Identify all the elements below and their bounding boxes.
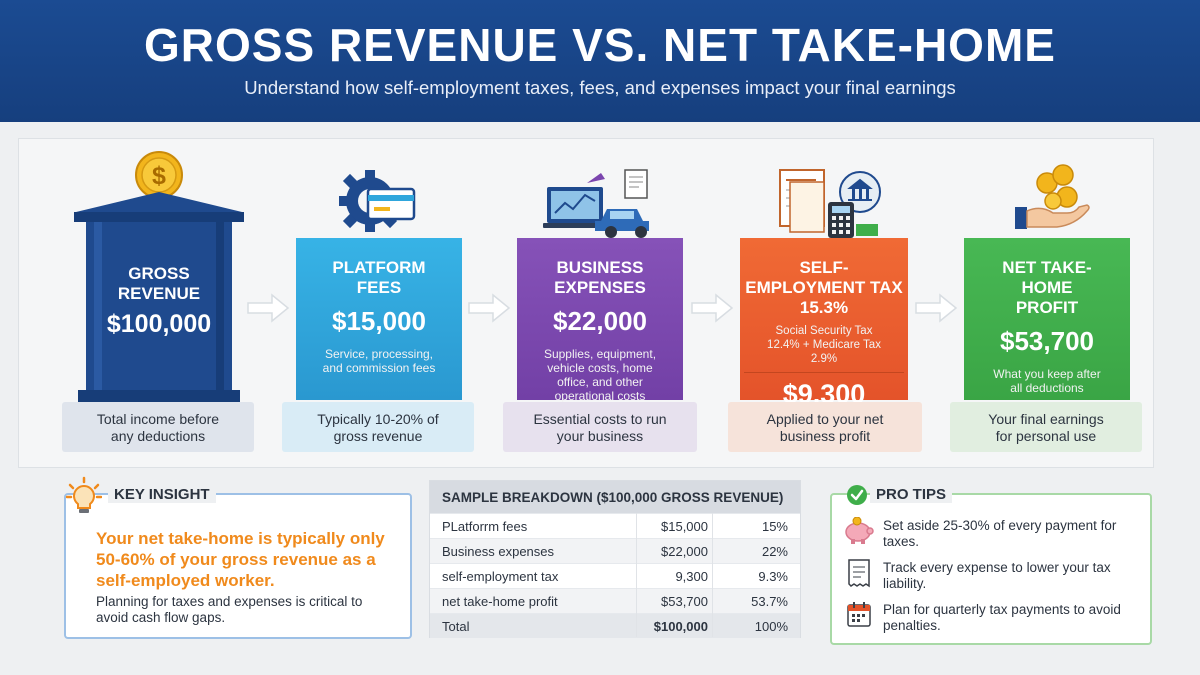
breakdown-title: SAMPLE BREAKDOWN ($100,000 GROSS REVENUE… [430, 481, 800, 513]
tip-text-1: Set aside 25-30% of every payment for ta… [883, 518, 1117, 549]
page-title: GROSS REVENUE VS. NET TAKE-HOME [144, 19, 1056, 71]
sample-breakdown-table: SAMPLE BREAKDOWN ($100,000 GROSS REVENUE… [429, 480, 801, 638]
table-row: self-employment tax 9,300 9.3% [430, 563, 800, 588]
tax-documents-icon [779, 169, 881, 238]
key-insight-body: Planning for taxes and expenses is criti… [96, 594, 363, 625]
check-circle-icon [847, 485, 867, 505]
flow-arrow-1 [247, 293, 290, 323]
business-expenses-detail: Supplies, equipment, vehicle costs, home… [543, 347, 657, 403]
row-percent: 22% [761, 544, 788, 559]
net-take-home-note: Your final earnings for personal use [950, 402, 1142, 452]
row-label: self-employment tax [442, 569, 559, 584]
hand-coins-icon [1015, 164, 1090, 229]
business-expenses-card: BUSINESS EXPENSES $22,000 Supplies, equi… [517, 238, 683, 403]
row-label: PLatforrm fees [442, 519, 528, 534]
row-amount: $15,000 [661, 519, 708, 534]
table-row: net take-home profit $53,700 53.7% [430, 588, 800, 613]
row-label: Business expenses [442, 544, 555, 559]
table-row: PLatforrm fees $15,000 15% [430, 513, 800, 538]
row-label: net take-home profit [442, 594, 558, 609]
calendar-icon [847, 602, 871, 627]
row-amount: $22,000 [661, 544, 708, 559]
svg-text:$: $ [152, 162, 166, 190]
platform-fees-card: PLATFORM FEES $15,000 Service, processin… [296, 238, 462, 400]
column-divider [712, 513, 713, 637]
business-expenses-title: BUSINESS EXPENSES [554, 258, 646, 297]
lightbulb-icon [66, 476, 102, 513]
self-employment-tax-title: SELF-EMPLOYMENT TAX [745, 258, 903, 297]
business-expenses-note: Essential costs to run your business [503, 402, 697, 452]
pro-tips-box [830, 493, 1152, 645]
table-row: Business expenses $22,000 22% [430, 538, 800, 563]
net-take-home-value: $53,700 [1000, 326, 1094, 356]
row-percent: 100% [754, 619, 788, 634]
gross-revenue-title: GROSS REVENUE [117, 264, 201, 303]
self-employment-tax-card: SELF-EMPLOYMENT TAX 15.3% Social Securit… [740, 238, 908, 409]
flow-arrow-4 [915, 293, 958, 323]
laptop-car-icon [543, 169, 649, 238]
gear-card-icon [339, 170, 416, 232]
gross-revenue-note: Total income before any deductions [62, 402, 254, 452]
platform-fees-value: $15,000 [332, 306, 426, 336]
business-expenses-value: $22,000 [553, 306, 647, 336]
tip-text-3: Plan for quarterly tax payments to avoid… [883, 602, 1121, 633]
net-take-home-card: NET TAKE-HOME PROFIT $53,700 What you ke… [964, 238, 1130, 400]
platform-fees-detail: Service, processing, and commission fees [322, 347, 436, 375]
self-employment-tax-divider [744, 372, 904, 373]
row-amount: 9,300 [675, 569, 708, 584]
pro-tips-label: PRO TIPS [870, 486, 953, 503]
row-percent: 9.3% [758, 569, 788, 584]
key-insight-label: KEY INSIGHT [108, 486, 216, 503]
column-divider [636, 513, 637, 637]
tip-text-2: Track every expense to lower your tax li… [883, 560, 1111, 591]
net-take-home-title: NET TAKE-HOME PROFIT [1002, 258, 1092, 317]
row-label: Total [442, 619, 470, 634]
self-employment-tax-rate: 15.3% [799, 298, 849, 317]
row-percent: 15% [761, 519, 788, 534]
net-take-home-detail: What you keep after all deductions [993, 367, 1101, 395]
table-row-total: Total $100,000 100% [430, 613, 800, 638]
platform-fees-title: PLATFORM FEES [332, 258, 426, 297]
page-subtitle: Understand how self-employment taxes, fe… [244, 77, 956, 98]
gross-revenue-pillar [74, 192, 244, 402]
self-employment-tax-detail: Social Security Tax 12.4% + Medicare Tax… [767, 325, 881, 365]
flow-arrow-2 [468, 293, 511, 323]
flow-arrow-3 [691, 293, 734, 323]
header-banner: GROSS REVENUE VS. NET TAKE-HOME Understa… [0, 0, 1200, 122]
row-amount: $100,000 [653, 619, 708, 634]
gross-revenue-card: GROSS REVENUE $100,000 [96, 238, 222, 400]
key-insight-box [64, 493, 412, 639]
receipt-icon [848, 559, 870, 588]
piggy-bank-icon [845, 517, 874, 544]
row-amount: $53,700 [661, 594, 708, 609]
self-employment-tax-note: Applied to your net business profit [728, 402, 922, 452]
row-percent: 53.7% [751, 594, 788, 609]
gross-revenue-value: $100,000 [106, 310, 212, 338]
key-insight-headline: Your net take-home is typically only 50-… [96, 529, 385, 590]
platform-fees-note: Typically 10-20% of gross revenue [282, 402, 474, 452]
